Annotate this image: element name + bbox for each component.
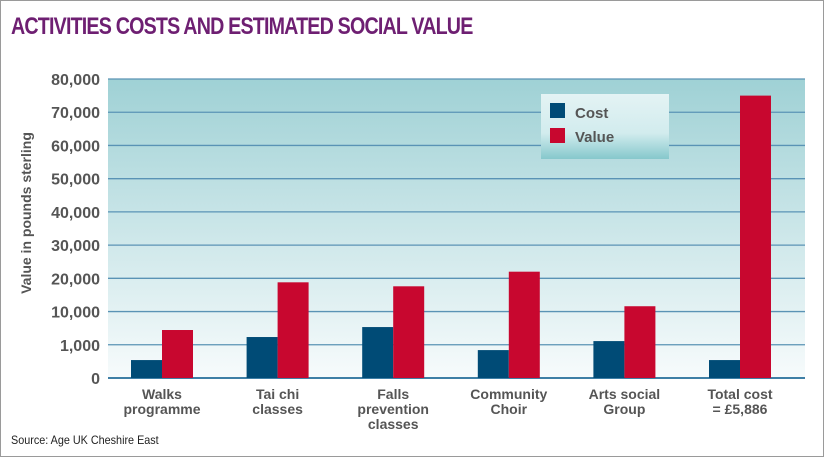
legend-swatch-value	[550, 128, 565, 143]
y-tick-label: 30,000	[51, 238, 100, 255]
bar-cost	[131, 360, 162, 378]
legend-label-value: Value	[575, 129, 614, 146]
chart-title: ACTIVITIES COSTS AND ESTIMATED SOCIAL VA…	[11, 13, 473, 40]
bar-value	[277, 282, 309, 378]
y-tick-label: 80,000	[51, 72, 100, 89]
y-tick-label: 70,000	[51, 105, 100, 122]
bar-cost	[362, 327, 394, 378]
x-category-label: classes	[368, 416, 419, 432]
y-tick-label: 50,000	[51, 172, 100, 189]
y-tick-label: 10,000	[51, 305, 100, 322]
y-tick-label: 1,000	[60, 338, 100, 355]
y-tick-label: 20,000	[51, 271, 100, 288]
x-category-label: Walks	[142, 386, 182, 402]
x-category-label: classes	[252, 401, 303, 417]
source-note: Source: Age UK Cheshire East	[11, 433, 159, 447]
x-category-label: prevention	[357, 401, 429, 417]
bar-value	[508, 271, 540, 378]
x-category-label: programme	[123, 401, 200, 417]
y-tick-label: 0	[91, 371, 100, 388]
x-category-label: Falls	[377, 386, 409, 402]
bar-cost	[593, 341, 625, 378]
x-category-label: = £5,886	[713, 401, 768, 417]
x-category-label: Total cost	[707, 386, 772, 402]
x-category-label: Community	[470, 386, 547, 402]
y-axis-label: Value in pounds sterling	[18, 132, 34, 294]
x-category-label: Choir	[491, 401, 528, 417]
bar-value	[624, 306, 656, 378]
y-tick-label: 40,000	[51, 205, 100, 222]
x-category-label: Tai chi	[256, 386, 299, 402]
legend: Cost Value	[541, 94, 669, 159]
bar-value	[393, 286, 425, 378]
legend-label-cost: Cost	[575, 105, 608, 122]
bar-cost	[477, 350, 509, 378]
y-tick-label: 60,000	[51, 138, 100, 155]
x-category-label: Arts social	[589, 386, 661, 402]
bar-value	[162, 330, 193, 378]
plot-area	[108, 79, 805, 378]
bar-cost	[709, 360, 740, 378]
legend-swatch-cost	[550, 103, 565, 118]
x-category-label: Group	[603, 401, 645, 417]
bar-value	[740, 95, 771, 378]
bar-cost	[246, 337, 278, 378]
